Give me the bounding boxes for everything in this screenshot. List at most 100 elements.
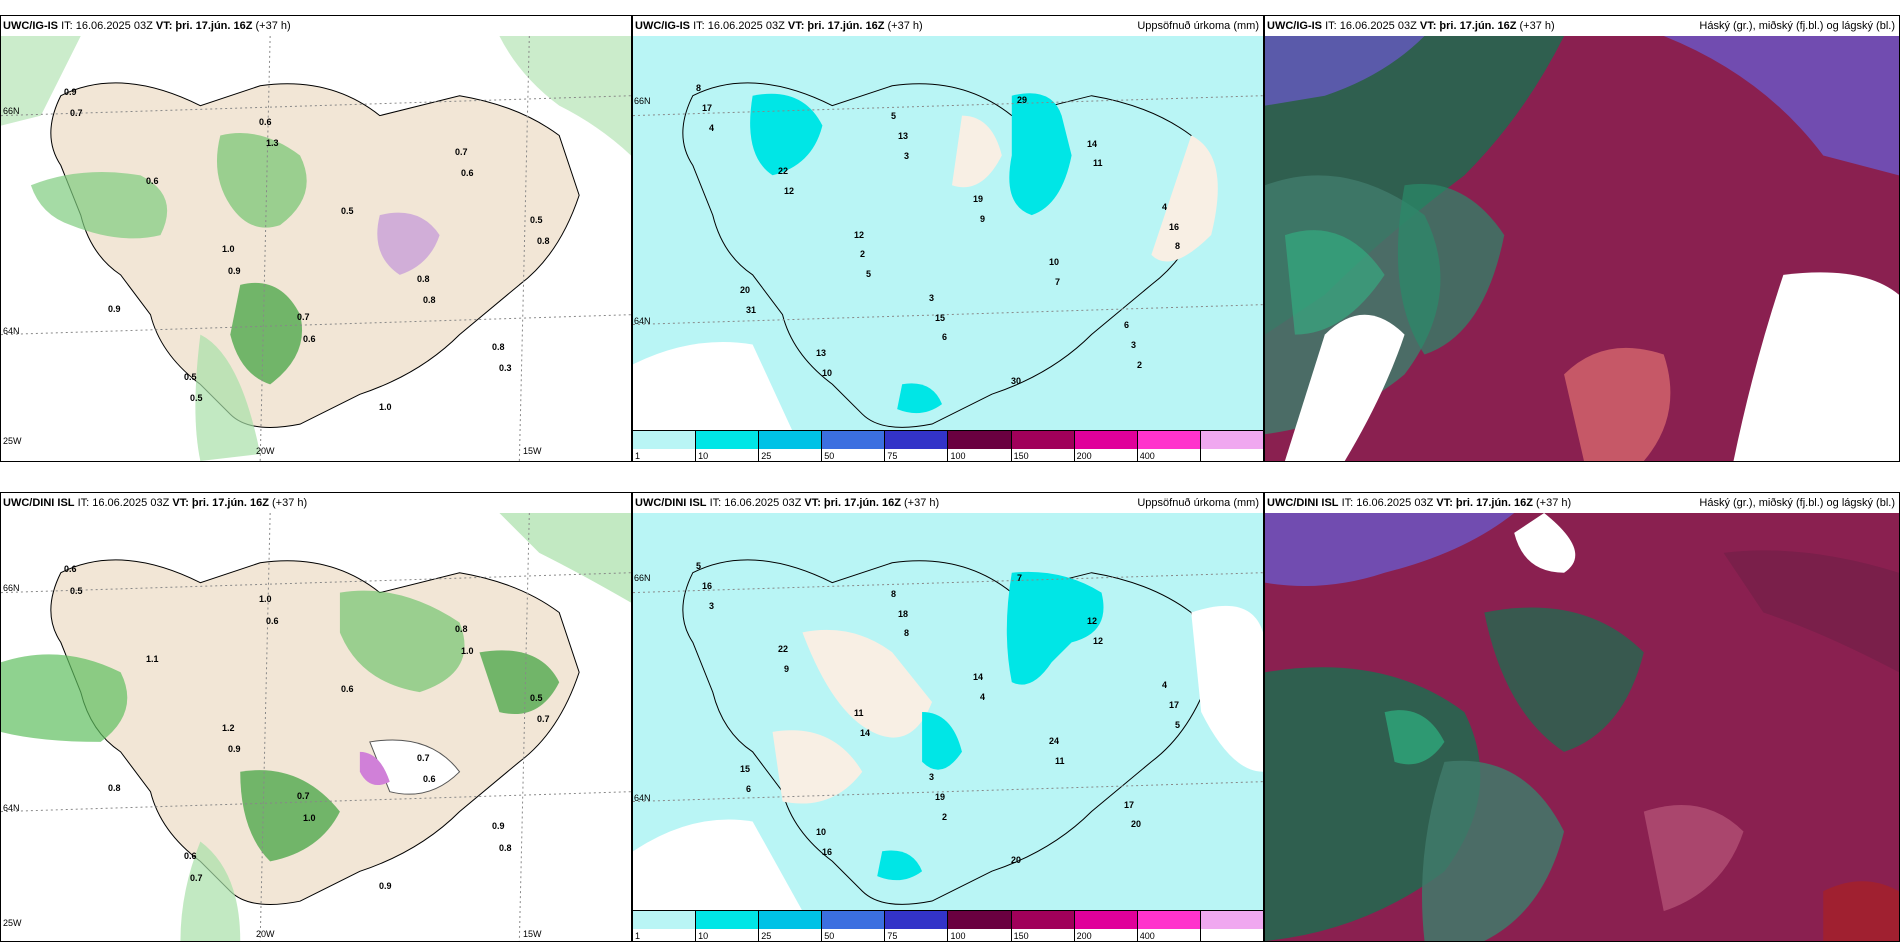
map-value-label: 0.9 (492, 821, 505, 831)
panel-2-map: UWC/IG-IS IT: 16.06.2025 03Z VT: þri. 17… (632, 15, 1264, 462)
legend-label: 200 (1076, 451, 1092, 461)
valid-time: þri. 17.jún. 16Z (1439, 20, 1517, 32)
legend-cell: 25 (759, 911, 823, 941)
legend-swatch (759, 911, 822, 929)
legend-cell: 10 (696, 911, 760, 941)
map-value-label: 0.7 (537, 714, 550, 724)
legend-label: 10 (698, 451, 709, 461)
map-value-label: 0.6 (259, 117, 272, 127)
map-value-label: 0.6 (341, 684, 354, 694)
map-value-label: 2 (1137, 360, 1143, 370)
lat-label: 66N (3, 583, 20, 593)
map-value-label: 0.7 (297, 312, 310, 322)
map-value-label: 0.6 (146, 176, 159, 186)
map-value-label: 8 (1175, 241, 1181, 251)
panel-5-header: UWC/DINI ISL IT: 16.06.2025 03Z VT: þri.… (633, 493, 1263, 513)
valid-time: þri. 17.jún. 16Z (1455, 497, 1533, 509)
map-value-label: 19 (935, 792, 946, 802)
map-value-label: 10 (822, 368, 833, 378)
map-value-label: 0.6 (184, 851, 197, 861)
map-area[interactable] (1265, 36, 1899, 461)
map-value-label: 0.3 (499, 363, 512, 373)
panel-5-map: UWC/DINI ISL IT: 16.06.2025 03Z VT: þri.… (632, 492, 1264, 942)
map-value-label: 13 (816, 348, 827, 358)
map-value-label: 18 (898, 609, 909, 619)
init-time: IT: 16.06.2025 03Z (693, 20, 785, 32)
map-value-label: 0.7 (417, 753, 430, 763)
legend-cell: 100 (948, 431, 1012, 461)
map-value-label: 13 (898, 131, 909, 141)
map-value-label: 22 (778, 644, 789, 654)
precip-legend: 1 10 25 50 75 100 150 200 400 (633, 910, 1263, 941)
panel-1-header: UWC/IG-IS IT: 16.06.2025 03Z VT: þri. 17… (1, 16, 631, 36)
legend-swatch (1137, 431, 1200, 449)
map-value-label: 19 (973, 194, 984, 204)
legend-cell: 1 (633, 911, 697, 941)
map-value-label: 20 (740, 285, 751, 295)
legend-label: 1 (635, 931, 641, 941)
legend-swatch (948, 911, 1011, 929)
map-value-label: 9 (784, 664, 790, 674)
map-value-label: 10 (1049, 257, 1060, 267)
map-value-label: 2 (860, 249, 866, 259)
legend-cell: 400 (1137, 431, 1201, 461)
legend-cell: 150 (1011, 431, 1075, 461)
map-value-label: 5 (696, 561, 702, 571)
map-value-label: 22 (778, 166, 789, 176)
map-value-label: 0.5 (341, 206, 354, 216)
map-area[interactable]: 66N 64N 25W 20W 15W 0.9 0.7 0.5 0.6 0.8 1.0 0.… (1, 36, 631, 461)
map-value-label: 4 (1162, 202, 1168, 212)
map-area[interactable] (1265, 513, 1899, 941)
panel-1-map: UWC/IG-IS IT: 16.06.2025 03Z VT: þri. 17… (0, 15, 632, 462)
map-area[interactable]: 66N 64N 8 3 4 5 6 12 14 13 10 22 30 20 19 17 15 16 13 3 2 1… (633, 36, 1263, 431)
legend-swatch (1137, 911, 1200, 929)
map-area[interactable]: 66N 64N 5 3 4 8 17 11 12 10 24 22 20 15 14 16 19 17 18 20… (633, 513, 1263, 911)
legend-swatch (1011, 911, 1074, 929)
map-value-label: 12 (1087, 616, 1098, 626)
map-value-label: 17 (1169, 700, 1180, 710)
legend-swatch (1011, 431, 1074, 449)
map-value-label: 12 (1093, 636, 1104, 646)
map-value-label: 16 (1169, 222, 1180, 232)
legend-swatch (1074, 431, 1137, 449)
map-value-label: 3 (904, 151, 910, 161)
panel-3-map: UWC/IG-IS IT: 16.06.2025 03Z VT: þri. 17… (1264, 15, 1900, 462)
map-value-label: 16 (822, 847, 833, 857)
lat-label: 64N (634, 316, 651, 326)
lon-label: 25W (3, 436, 22, 446)
lat-label: 64N (634, 793, 651, 803)
map-value-label: 0.5 (70, 586, 83, 596)
field-title: Háský (gr.), miðský (fj.bl.) og lágský (… (1699, 20, 1895, 32)
map-value-label: 0.8 (455, 624, 468, 634)
legend-cell: 50 (822, 911, 886, 941)
map-value-label: 12 (854, 230, 865, 240)
map-value-label: 5 (866, 269, 872, 279)
map-value-label: 0.6 (266, 616, 279, 626)
legend-label: 75 (887, 931, 898, 941)
map-value-label: 1.0 (379, 402, 392, 412)
legend-label: 150 (1013, 451, 1029, 461)
legend-swatch (1074, 911, 1137, 929)
legend-cell: 75 (885, 911, 949, 941)
panel-6-header: UWC/DINI ISL IT: 16.06.2025 03Z VT: þri.… (1265, 493, 1899, 513)
map-value-label: 0.8 (108, 783, 121, 793)
lead-time: (+37 h) (904, 497, 940, 509)
legend-swatch (633, 911, 696, 929)
map-value-label: 6 (746, 784, 752, 794)
map-value-label: 0.8 (537, 236, 550, 246)
map-value-label: 7 (1017, 573, 1023, 583)
map-value-label: 0.9 (64, 87, 77, 97)
map-value-label: 6 (942, 332, 948, 342)
map-value-label: 0.8 (492, 342, 505, 352)
map-value-label: 29 (1017, 95, 1028, 105)
legend-label: 100 (950, 931, 966, 941)
init-time: IT: 16.06.2025 03Z (1325, 20, 1417, 32)
model-name: UWC/IG-IS (635, 20, 690, 32)
map-value-label: 4 (980, 692, 986, 702)
panel-4-map: UWC/DINI ISL IT: 16.06.2025 03Z VT: þri.… (0, 492, 632, 942)
map-value-label: 8 (696, 83, 702, 93)
map-area[interactable]: 66N 64N 25W 20W 15W 0.6 0.7 0.5 1.0 0.9 1.2 0.… (1, 513, 631, 941)
map-value-label: 1.0 (303, 813, 316, 823)
map-value-label: 14 (860, 728, 871, 738)
legend-label: 75 (887, 451, 898, 461)
